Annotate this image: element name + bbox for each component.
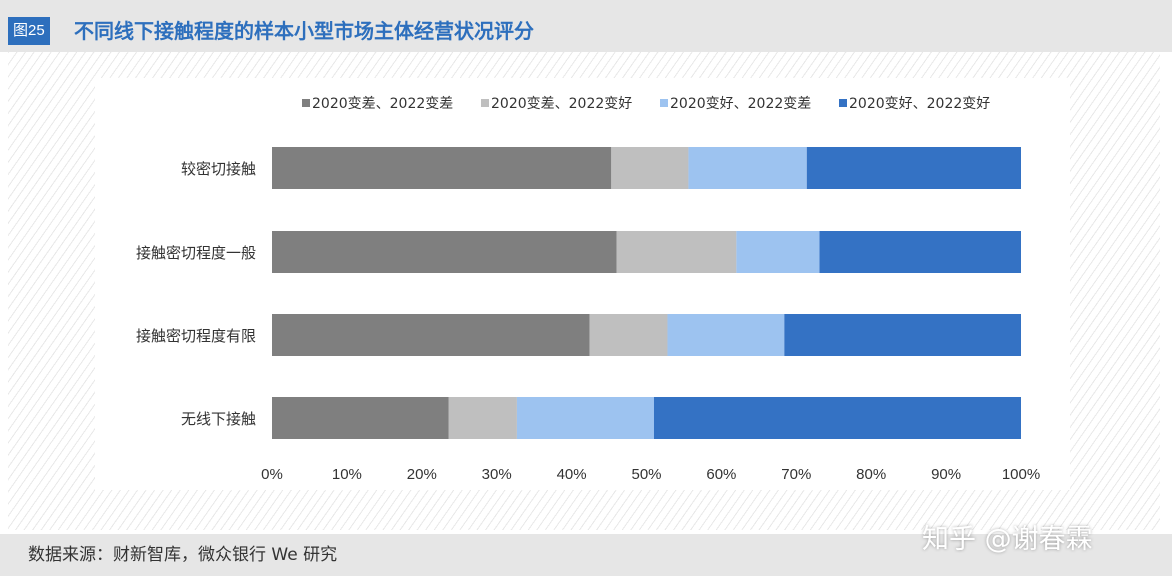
legend-swatch xyxy=(481,99,489,107)
category-label: 接触密切程度有限 xyxy=(136,327,256,345)
bar-segment-4-2 xyxy=(448,397,517,439)
bar-segment-3-1 xyxy=(272,314,590,356)
bar-segment-2-2 xyxy=(616,231,737,273)
bar-segment-1-3 xyxy=(688,147,807,189)
watermark: 知乎 @谢春霖 xyxy=(922,524,1093,555)
bar-segment-2-1 xyxy=(272,231,617,273)
legend-label: 2020变好、2022变差 xyxy=(670,96,811,112)
x-tick-label: 0% xyxy=(261,466,283,483)
legend-swatch xyxy=(302,99,310,107)
category-label: 接触密切程度一般 xyxy=(136,244,256,262)
chart-legend: 2020变差、2022变差 2020变差、2022变好 2020变好、2022变差 2… xyxy=(302,96,990,112)
bar-segment-4-4 xyxy=(653,397,1021,439)
figure-title: 不同线下接触程度的样本小型市场主体经营状况评分 xyxy=(74,19,534,43)
x-tick-label: 60% xyxy=(706,466,736,483)
bar-segment-1-1 xyxy=(272,147,612,189)
bar-segment-1-2 xyxy=(611,147,689,189)
x-axis-tick-labels: 0% 10% 20% 30% 40% 50% 60% 70% 80% 90% 100% xyxy=(261,466,1040,483)
bar-segment-4-3 xyxy=(516,397,654,439)
figure-number: 图25 xyxy=(8,17,50,45)
category-label: 无线下接触 xyxy=(181,410,256,428)
bar-segment-3-3 xyxy=(667,314,785,356)
legend-label: 2020变好、2022变好 xyxy=(849,96,990,112)
x-tick-label: 10% xyxy=(332,466,362,483)
footer-bar xyxy=(0,534,1172,576)
x-tick-label: 50% xyxy=(631,466,661,483)
legend-label: 2020变差、2022变差 xyxy=(312,96,453,112)
bar-segment-2-3 xyxy=(736,231,820,273)
bar-segment-2-4 xyxy=(819,231,1021,273)
legend-label: 2020变差、2022变好 xyxy=(491,96,632,112)
x-tick-label: 40% xyxy=(557,466,587,483)
legend-swatch xyxy=(839,99,847,107)
x-tick-label: 70% xyxy=(781,466,811,483)
bar-segment-3-2 xyxy=(589,314,668,356)
x-tick-label: 30% xyxy=(482,466,512,483)
x-tick-label: 20% xyxy=(407,466,437,483)
x-tick-label: 100% xyxy=(1002,466,1040,483)
x-tick-label: 80% xyxy=(856,466,886,483)
bar-segment-4-1 xyxy=(272,397,449,439)
category-label: 较密切接触 xyxy=(181,160,256,178)
data-source-note: 数据来源：财新智库，微众银行 We 研究 xyxy=(28,545,338,565)
chart-bars xyxy=(272,147,1021,439)
legend-swatch xyxy=(660,99,668,107)
x-tick-label: 90% xyxy=(931,466,961,483)
bar-segment-1-4 xyxy=(806,147,1021,189)
bar-segment-3-4 xyxy=(784,314,1021,356)
figure-header xyxy=(0,0,1172,52)
